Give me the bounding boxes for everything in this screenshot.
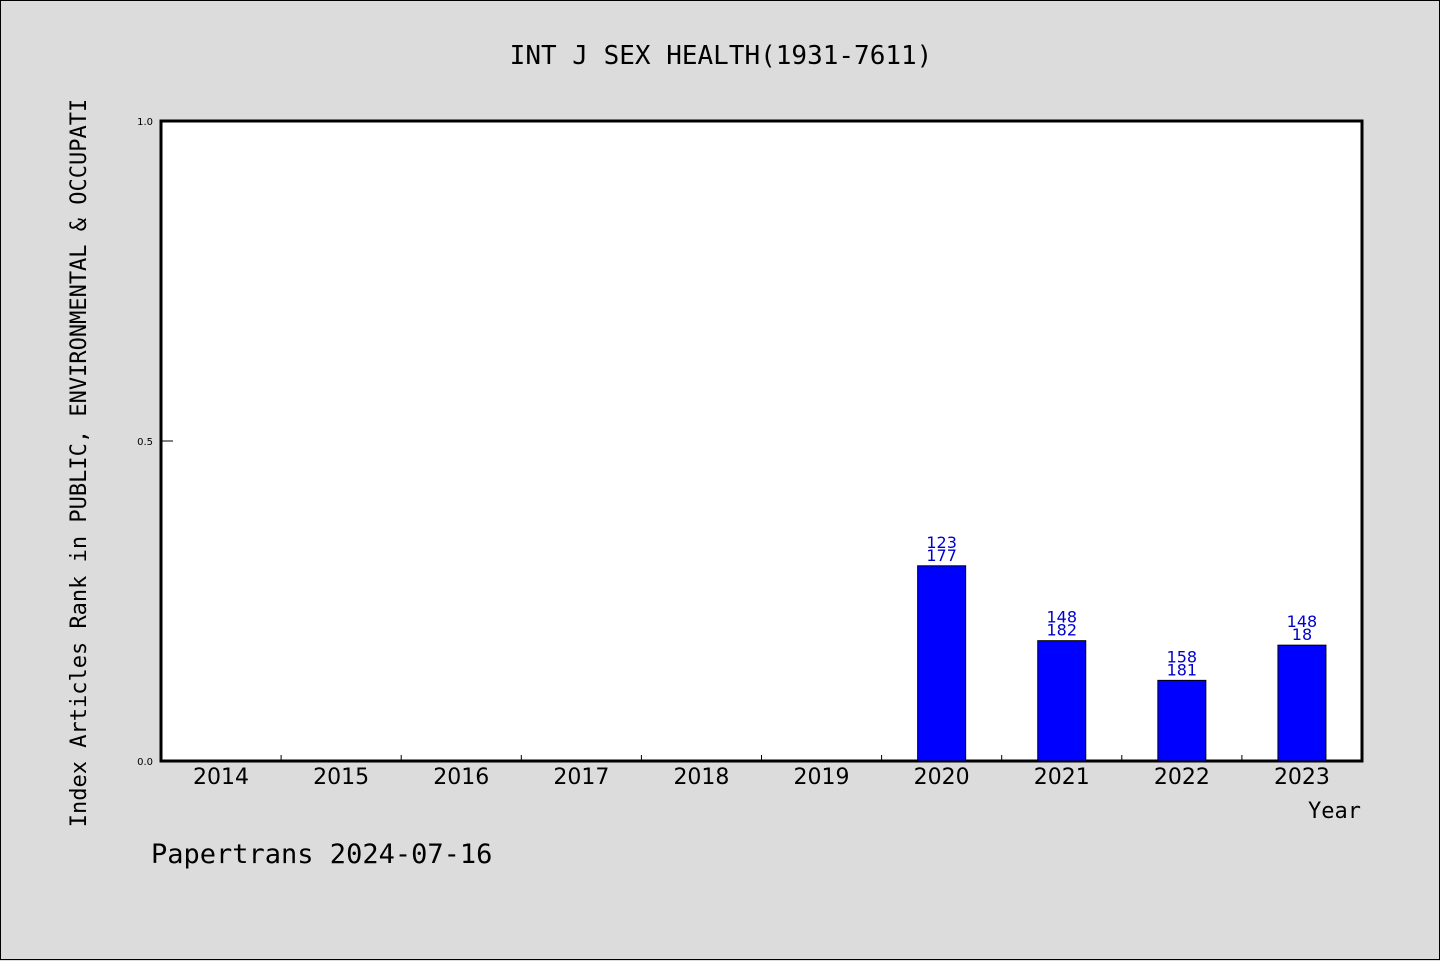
x-tick-label: 2021 [1034,765,1090,790]
bar-label-2021: 148 [1046,608,1077,627]
bar-label-2023: 18 [1292,625,1312,644]
chart-title: INT J SEX HEALTH(1931-7611) [510,41,933,71]
x-tick-label: 2014 [193,765,249,790]
footer-stamp: Papertrans 2024-07-16 [151,839,492,870]
x-tick-label: 2022 [1154,765,1210,790]
x-tick-label: 2017 [553,765,609,790]
bar-label-2022: 181 [1167,660,1198,679]
bar-2020 [917,565,967,762]
y-axis-ticks: 0.0 0.5 1.0 [137,117,173,768]
plot-area [159,119,1364,763]
bar-label-2020: 123 [926,533,957,552]
x-axis-ticks: 2014 2015 2016 2017 2018 2019 2020 2021 2022 2023 [193,755,1330,790]
bar-2021 [1037,640,1087,762]
bar-2023 [1277,644,1327,762]
x-axis-label: Year [1308,799,1361,824]
x-tick-label: 2015 [313,765,369,790]
bar-2022 [1157,679,1207,762]
y-tick-label: 1.0 [137,117,153,128]
bar-label-2020: 177 [926,546,957,565]
y-axis-label: Index Articles Rank in PUBLIC, ENVIRONME… [67,99,92,827]
y-tick-label: 0.0 [137,757,153,768]
y-tick-label: 0.5 [137,437,153,448]
x-tick-label: 2023 [1274,765,1330,790]
bar-label-2022: 158 [1167,647,1198,666]
x-tick-label: 2020 [914,765,970,790]
bar-label-2021: 182 [1046,621,1077,640]
bar-label-2023: 148 [1287,612,1318,631]
x-tick-label: 2018 [673,765,729,790]
x-tick-label: 2016 [433,765,489,790]
x-tick-label: 2019 [794,765,850,790]
